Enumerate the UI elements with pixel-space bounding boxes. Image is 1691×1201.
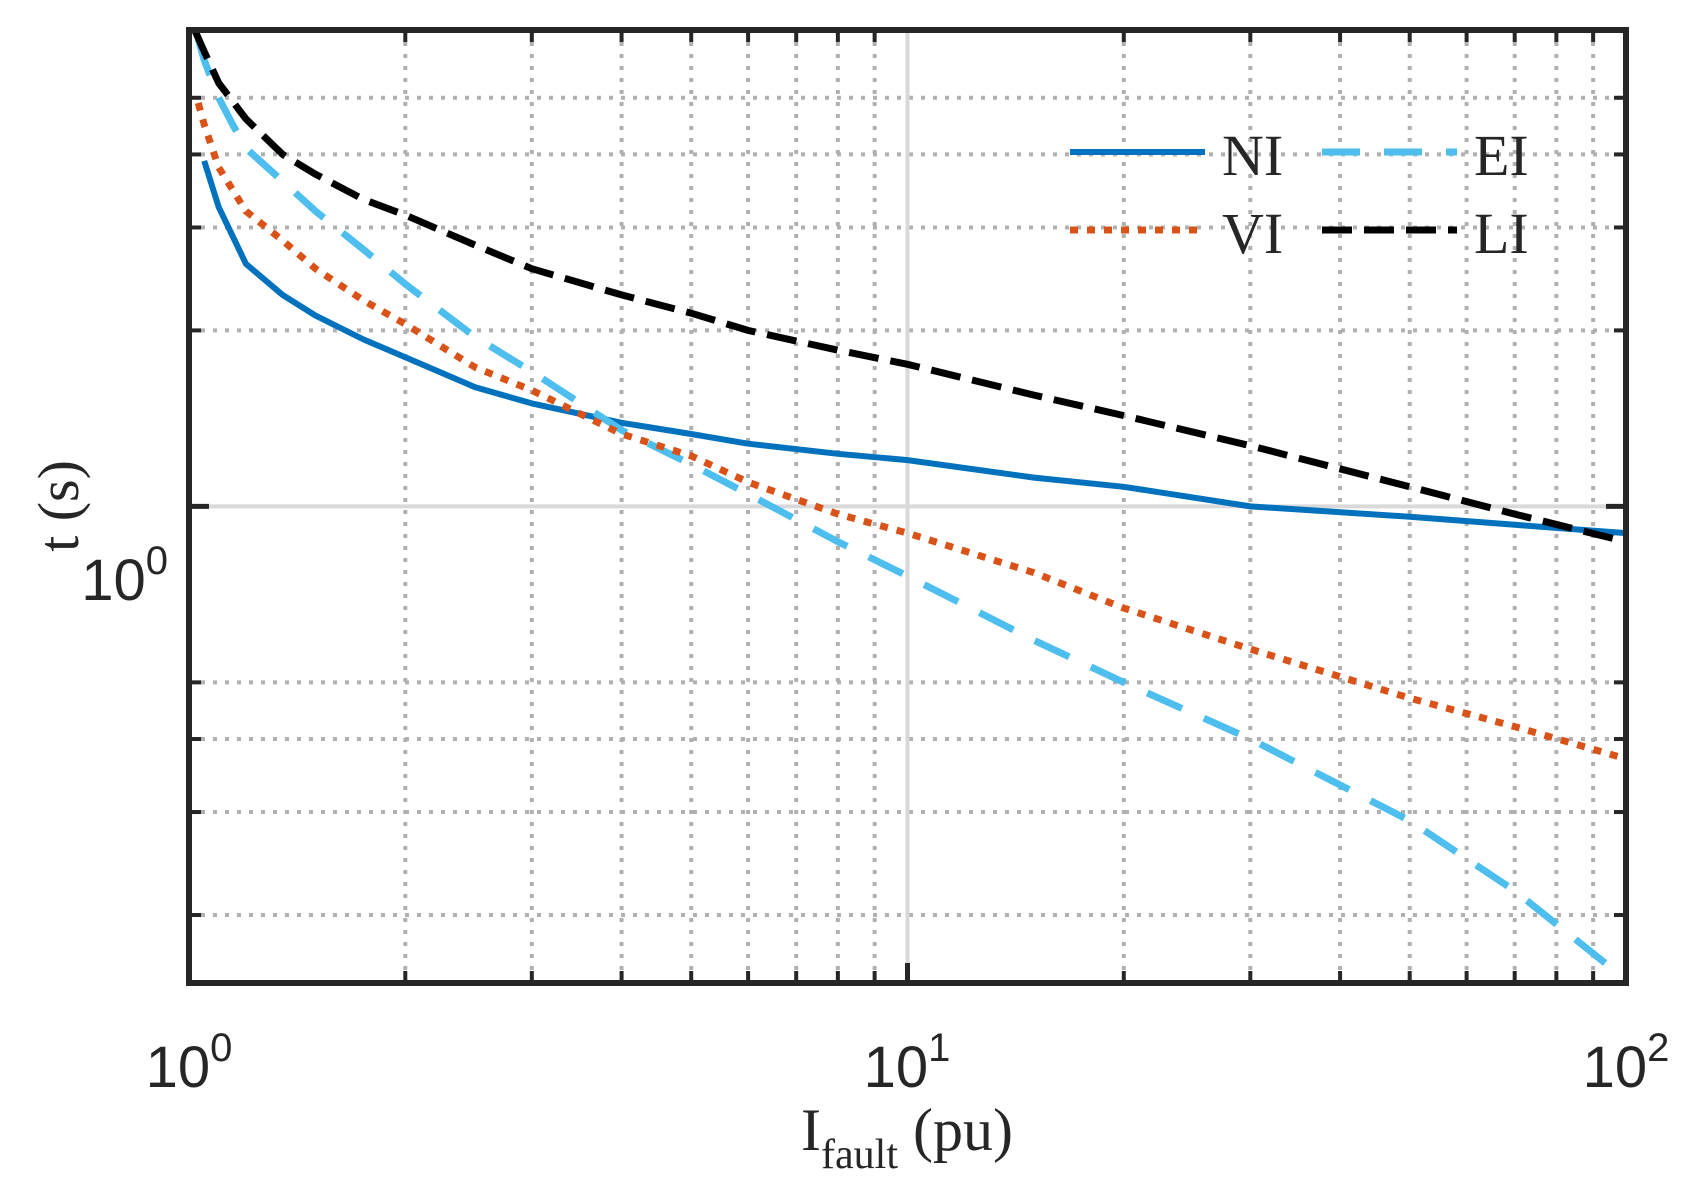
- x-tick-label-1: 100: [146, 1026, 233, 1100]
- series-line-ni: [201, 160, 1626, 537]
- y-tick-label-1: 100: [81, 539, 168, 613]
- legend-label-vi: VI: [1222, 201, 1283, 266]
- series-line-li: [192, 30, 1626, 546]
- grid: [189, 30, 1626, 983]
- x-tick-label-10: 101: [864, 1026, 951, 1100]
- y-axis-label: t (s): [26, 460, 91, 552]
- x-tick-label-100: 102: [1583, 1026, 1670, 1100]
- x-axis-label: Ifault (pu): [801, 1097, 1013, 1178]
- legend-label-ei: EI: [1474, 123, 1529, 188]
- series-lines: [192, 30, 1626, 983]
- series-line-vi: [194, 101, 1626, 763]
- legend: NI EI VI LI: [1070, 123, 1529, 266]
- legend-label-li: LI: [1474, 201, 1529, 266]
- axes-box: [186, 27, 1629, 986]
- legend-label-ni: NI: [1222, 123, 1283, 188]
